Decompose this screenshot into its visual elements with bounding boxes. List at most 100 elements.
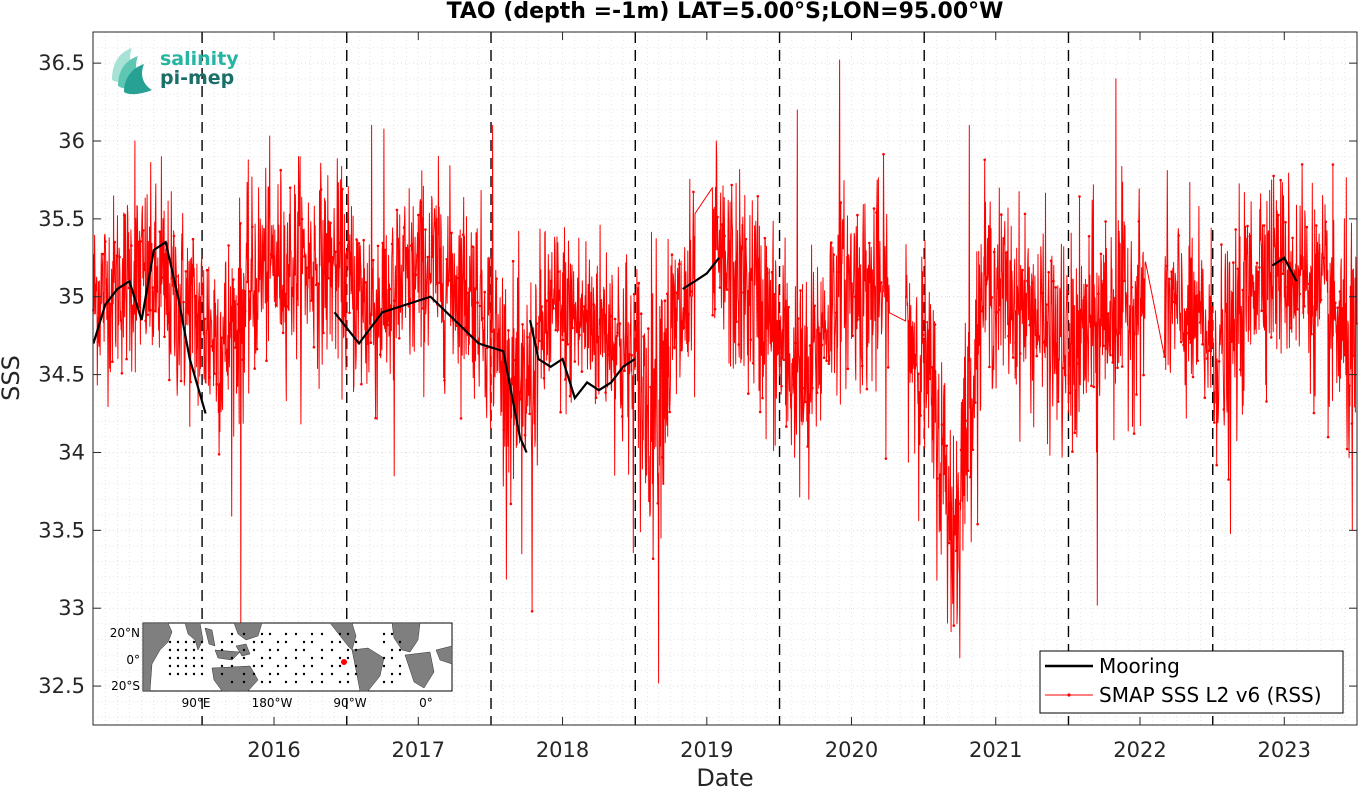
smap-point [1137, 220, 1141, 223]
smap-point [229, 327, 233, 331]
smap-point [1234, 228, 1237, 231]
smap-point [1135, 393, 1138, 396]
smap-point [682, 326, 686, 329]
smap-point [813, 304, 816, 308]
smap-point [141, 229, 145, 232]
smap-point [459, 417, 463, 420]
smap-point [213, 372, 216, 376]
legend-mooring-label: Mooring [1099, 654, 1180, 678]
smap-point [1279, 178, 1282, 182]
station-dot [284, 680, 288, 684]
mooring-series-line [333, 295, 528, 453]
smap-point [870, 272, 873, 275]
station-dot [176, 672, 180, 676]
smap-point [134, 264, 138, 268]
smap-point [262, 243, 266, 247]
smap-point [284, 292, 287, 296]
smap-series-line [92, 59, 1358, 684]
station-dot [382, 664, 386, 668]
smap-point [964, 419, 967, 423]
station-dot [252, 640, 256, 644]
smap-point [371, 258, 375, 262]
smap-point [111, 360, 114, 364]
smap-point [464, 326, 468, 330]
smap-point [844, 310, 847, 313]
smap-point [400, 291, 404, 294]
smap-point [398, 337, 401, 340]
legend-box [1039, 650, 1344, 714]
smap-point [322, 331, 325, 335]
smap-point [1267, 234, 1271, 237]
smap-point [291, 294, 294, 298]
smap-point [153, 309, 157, 313]
smap-point [507, 329, 510, 332]
smap-point [1331, 163, 1335, 166]
x-tick-label: 2019 [680, 738, 733, 762]
smap-point [315, 283, 318, 287]
station-dot [382, 640, 386, 644]
smap-point [566, 343, 569, 346]
smap-point [564, 378, 567, 381]
smap-point [971, 448, 975, 452]
smap-point [825, 359, 828, 363]
smap-point [639, 312, 643, 316]
smap-point [1109, 353, 1112, 357]
smap-point [248, 290, 252, 293]
smap-point [234, 346, 237, 349]
station-dot [168, 640, 172, 644]
smap-point [274, 303, 278, 307]
salinity-pi-mep-logo: salinity pi-mep [112, 48, 239, 95]
smap-point [1281, 272, 1285, 276]
smap-point [215, 382, 218, 386]
smap-point [1198, 321, 1202, 324]
smap-point [912, 360, 915, 364]
smap-point [312, 345, 316, 349]
station-dot [310, 656, 314, 660]
smap-point [1163, 355, 1166, 358]
mooring-series-line [92, 240, 207, 414]
smap-point [99, 302, 102, 305]
station-dot [330, 648, 334, 652]
smap-point [428, 273, 432, 276]
smap-point [1004, 251, 1008, 254]
inset-map-stations [168, 632, 402, 684]
smap-point [130, 244, 133, 247]
smap-point [658, 444, 662, 447]
smap-point [172, 234, 176, 238]
smap-point [478, 304, 482, 308]
smap-point [1094, 321, 1098, 325]
smap-point [232, 278, 235, 281]
smap-point [319, 188, 323, 191]
smap-point [749, 338, 752, 342]
smap-point [680, 348, 683, 352]
smap-point [1291, 236, 1294, 240]
station-dot [220, 640, 224, 644]
smap-point [175, 275, 178, 278]
smap-point [1322, 256, 1325, 260]
smap-point [670, 253, 674, 256]
smap-point [758, 410, 762, 414]
smap-point [780, 384, 783, 388]
station-dot [260, 680, 264, 684]
smap-point [383, 248, 387, 252]
smap-point [1056, 400, 1060, 403]
smap-point [267, 186, 271, 190]
station-dot [390, 680, 394, 684]
smap-point [931, 366, 934, 369]
smap-point [203, 317, 207, 321]
smap-point [376, 244, 380, 248]
smap-point [777, 351, 781, 355]
smap-point [196, 313, 199, 317]
station-dot [294, 672, 298, 676]
selected-mooring-marker [341, 659, 347, 665]
smap-point [1142, 373, 1145, 377]
smap-point [879, 281, 883, 284]
smap-point [792, 383, 795, 387]
smap-point [1054, 286, 1058, 289]
smap-point [609, 314, 612, 318]
station-dot [310, 664, 314, 668]
smap-point [568, 394, 572, 398]
smap-point [718, 286, 722, 289]
mooring-series-line [529, 319, 636, 401]
